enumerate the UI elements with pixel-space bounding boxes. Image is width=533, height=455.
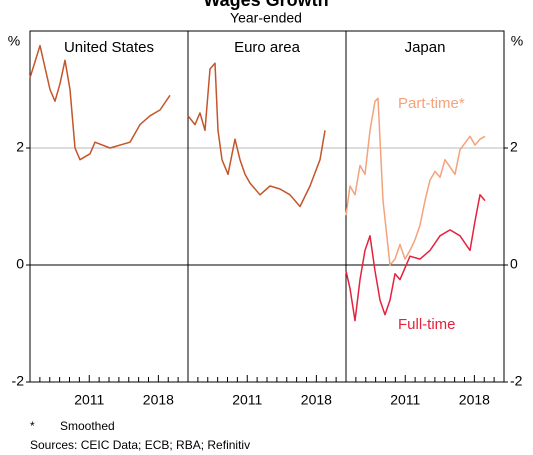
panel-title: Japan [405, 39, 446, 56]
x-tick-label: 2018 [459, 392, 490, 408]
y-tick-label: 2 [510, 139, 518, 155]
x-tick-label: 2011 [390, 392, 420, 408]
panel-title: United States [64, 39, 154, 56]
y-tick-label: 0 [16, 256, 24, 272]
panel-frame [187, 30, 347, 383]
x-tick-label: 2018 [301, 392, 332, 408]
footnote-marker: * [30, 419, 35, 433]
series-line [345, 194, 486, 322]
series-line [29, 44, 171, 161]
sources: Sources: CEIC Data; ECB; RBA; Refinitiv [30, 438, 250, 452]
x-tick-label: 2011 [232, 392, 262, 408]
chart-title: Wages Growth [203, 0, 328, 10]
y-tick-label: 2 [16, 139, 24, 155]
x-tick-label: 2011 [74, 392, 104, 408]
footnote: Smoothed [60, 419, 115, 433]
y-unit-right: % [511, 33, 523, 49]
panel-frame [29, 30, 189, 383]
series-label: Part-time* [398, 95, 465, 112]
series-line [187, 62, 326, 208]
y-unit-left: % [8, 33, 20, 49]
series-label: Full-time [398, 316, 456, 333]
series-line [345, 97, 486, 266]
y-tick-label: -2 [12, 373, 25, 389]
x-tick-label: 2018 [143, 392, 174, 408]
chart-subtitle: Year-ended [230, 10, 302, 26]
y-tick-label: -2 [510, 373, 523, 389]
panel-title: Euro area [234, 39, 301, 56]
y-tick-label: 0 [510, 256, 518, 272]
